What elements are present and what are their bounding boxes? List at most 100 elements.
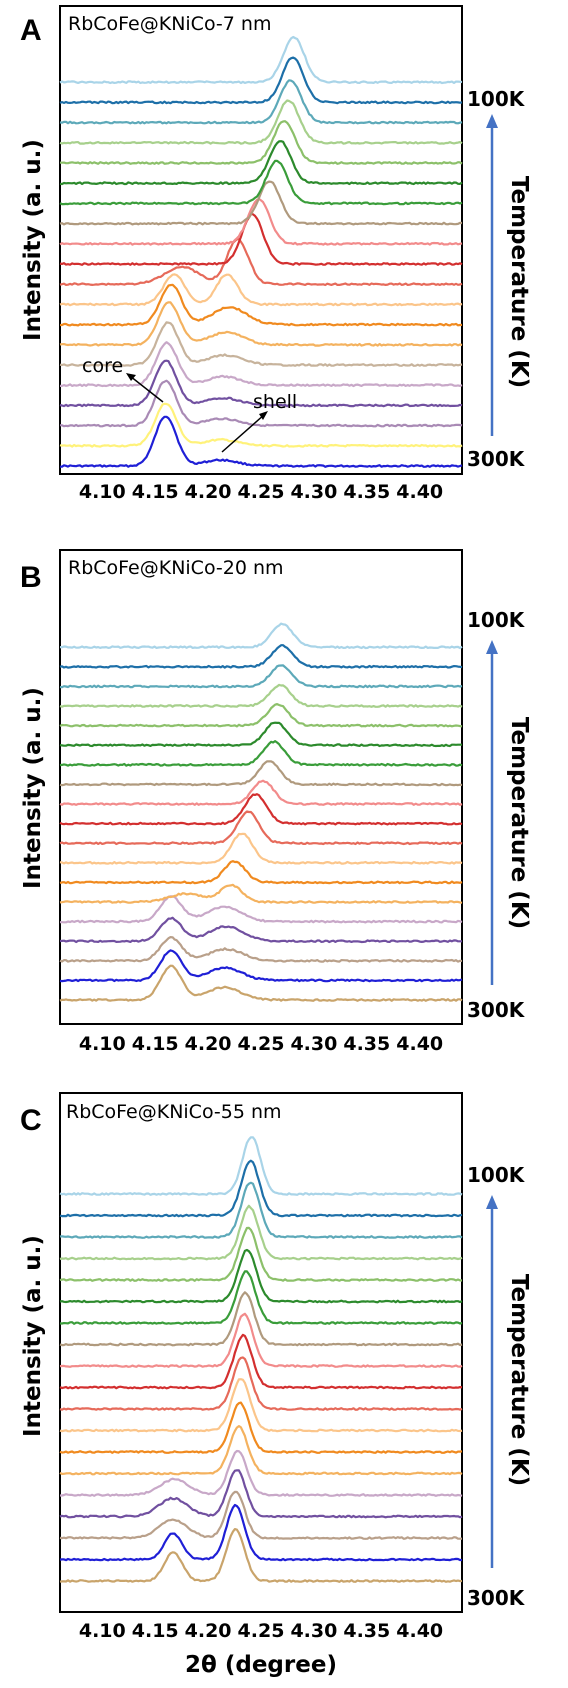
x-tick-label-b-5: 4.35 <box>343 1033 390 1055</box>
trace-c-13 <box>59 1248 463 1304</box>
panel-c: C RbCoFe@KNiCo-55 nm 4.10 4.15 4.20 4.25 4.3… <box>20 1092 532 1678</box>
x-ticks-c: 4.10 4.15 4.20 4.25 4.30 4.35 4.40 <box>79 1620 443 1642</box>
x-tick-label-a-4: 4.30 <box>290 481 337 503</box>
temperature-axis-title-b: Temperature (K) <box>506 717 532 929</box>
temp-bottom-label-b: 300K <box>467 998 526 1022</box>
x-tick-label-c-0: 4.10 <box>79 1620 126 1642</box>
temp-bottom-label-a: 300K <box>467 447 526 471</box>
x-tick-label-c-4: 4.30 <box>290 1620 337 1642</box>
plot-frame-a <box>59 5 463 475</box>
trace-b-14 <box>59 703 463 728</box>
trace-b-0 <box>59 964 463 1002</box>
traces-b <box>59 622 463 1002</box>
temperature-arrowhead-c <box>486 1195 498 1209</box>
trace-a-14 <box>59 140 463 186</box>
x-tick-label-a-6: 4.40 <box>396 481 443 503</box>
trace-b-9 <box>59 793 463 826</box>
y-axis-title-a: Intensity (a. u.) <box>20 139 46 341</box>
trace-b-7 <box>59 832 463 865</box>
panel-letter-c: C <box>20 1104 42 1137</box>
trace-a-16 <box>59 99 463 145</box>
trace-c-18 <box>59 1136 463 1196</box>
core-arrowhead <box>126 373 136 381</box>
x-tick-label-a-0: 4.10 <box>79 481 126 503</box>
x-tick-label-c-6: 4.40 <box>396 1620 443 1642</box>
trace-c-0 <box>59 1528 463 1583</box>
trace-a-5 <box>59 321 463 367</box>
trace-b-18 <box>59 622 463 650</box>
panel-b: B RbCoFe@KNiCo-20 nm 4.10 4.15 4.20 4.25 4.3… <box>20 549 532 1055</box>
x-tick-label-b-2: 4.20 <box>185 1033 232 1055</box>
trace-c-7 <box>59 1378 463 1433</box>
trace-c-14 <box>59 1226 463 1282</box>
trace-a-17 <box>59 79 463 125</box>
temperature-axis-title-c: Temperature (K) <box>506 1274 532 1486</box>
panel-a: A RbCoFe@KNiCo-7 nm 4.10 4.15 4.20 4.25 4.30… <box>20 5 532 503</box>
traces-c <box>59 1136 463 1583</box>
trace-a-2 <box>59 379 463 428</box>
shell-arrow <box>221 413 266 453</box>
shell-arrowhead <box>259 411 268 420</box>
annotation-shell: shell <box>253 391 297 413</box>
trace-a-9 <box>59 238 463 287</box>
x-ticks-b: 4.10 4.15 4.20 4.25 4.30 4.35 4.40 <box>79 1033 443 1055</box>
traces-a <box>59 35 463 468</box>
trace-a-4 <box>60 341 463 388</box>
trace-b-5 <box>59 883 463 904</box>
trace-a-15 <box>60 120 463 165</box>
sample-label-c: RbCoFe@KNiCo-55 nm <box>66 1101 282 1123</box>
x-tick-label-b-3: 4.25 <box>238 1033 285 1055</box>
plot-frame-c <box>59 1092 463 1613</box>
trace-a-12 <box>59 180 463 226</box>
x-tick-label-b-4: 4.30 <box>290 1033 337 1055</box>
temperature-arrowhead-a <box>486 114 498 128</box>
x-tick-label-c-2: 4.20 <box>185 1620 232 1642</box>
trace-c-1 <box>59 1503 462 1562</box>
y-axis-title-c: Intensity (a. u.) <box>20 1235 46 1437</box>
trace-b-6 <box>59 860 463 885</box>
temp-top-label-b: 100K <box>467 608 526 632</box>
trace-a-0 <box>59 415 463 468</box>
trace-b-12 <box>59 740 463 767</box>
trace-c-9 <box>59 1333 463 1390</box>
y-axis-title-b: Intensity (a. u.) <box>20 687 46 889</box>
x-axis-title: 2θ (degree) <box>185 1652 337 1678</box>
x-tick-label-b-6: 4.40 <box>396 1033 443 1055</box>
temp-top-label-a: 100K <box>467 87 526 111</box>
trace-a-7 <box>60 283 463 327</box>
trace-c-3 <box>59 1469 463 1519</box>
trace-a-3 <box>59 359 463 408</box>
trace-b-17 <box>59 644 463 669</box>
trace-b-10 <box>59 779 463 806</box>
trace-c-4 <box>60 1449 463 1497</box>
trace-b-8 <box>59 810 463 846</box>
trace-c-12 <box>59 1270 463 1325</box>
trace-c-15 <box>59 1204 463 1261</box>
trace-b-13 <box>59 721 462 748</box>
trace-c-17 <box>59 1159 463 1218</box>
temperature-arrowhead-b <box>486 640 498 654</box>
sample-label-a: RbCoFe@KNiCo-7 nm <box>68 13 271 35</box>
x-tick-label-a-1: 4.15 <box>132 481 179 503</box>
trace-a-6 <box>59 301 463 347</box>
x-tick-label-c-1: 4.15 <box>132 1620 179 1642</box>
core-arrow <box>129 375 164 403</box>
trace-a-8 <box>59 273 463 307</box>
trace-b-1 <box>59 949 463 983</box>
trace-a-11 <box>59 197 463 246</box>
trace-a-18 <box>59 56 463 105</box>
trace-c-11 <box>59 1291 463 1347</box>
trace-c-2 <box>59 1490 462 1540</box>
trace-a-10 <box>59 212 463 266</box>
trace-c-8 <box>59 1356 463 1411</box>
trace-b-3 <box>59 916 462 944</box>
x-tick-label-a-2: 4.20 <box>185 481 232 503</box>
annotation-core: core <box>82 355 123 377</box>
sample-label-b: RbCoFe@KNiCo-20 nm <box>68 557 284 579</box>
trace-b-4 <box>60 895 463 924</box>
x-tick-label-a-5: 4.35 <box>343 481 390 503</box>
trace-b-11 <box>59 760 463 787</box>
x-tick-label-c-3: 4.25 <box>238 1620 285 1642</box>
plot-frame-b <box>59 549 463 1025</box>
